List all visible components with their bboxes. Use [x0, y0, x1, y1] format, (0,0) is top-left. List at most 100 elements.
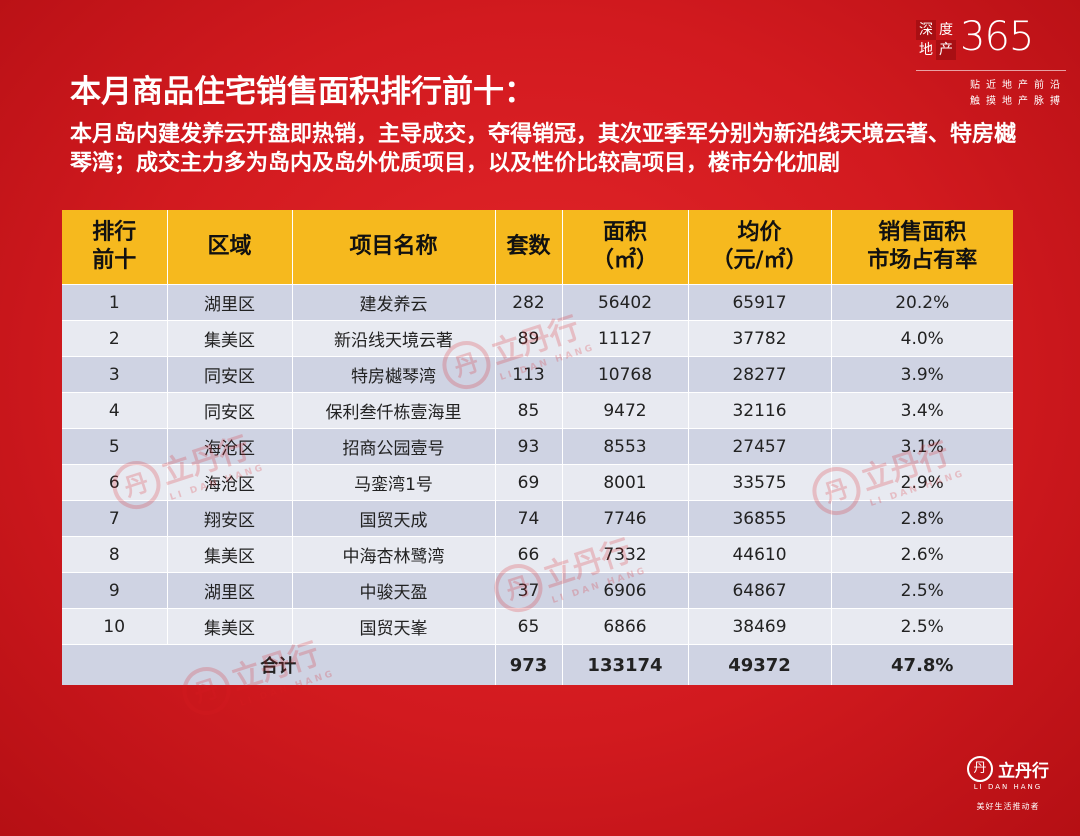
cell-price: 65917 [688, 284, 832, 321]
cell-size: 8553 [562, 428, 689, 465]
table-row: 5 海沧区 招商公园壹号 93 8553 27457 3.1% [62, 428, 1013, 465]
page-title: 本月商品住宅销售面积排行前十： [70, 74, 535, 110]
cell-size: 10768 [562, 356, 689, 393]
total-label: 合计 [62, 644, 496, 685]
logo-tagline-2: 触摸地产脉搏 [970, 96, 1066, 107]
footer-logo-name: 立丹行 [998, 761, 1050, 782]
header-area: 区域 [167, 210, 293, 285]
cell-project: 招商公园壹号 [292, 428, 496, 465]
cell-area: 集美区 [167, 608, 293, 645]
cell-rank: 6 [62, 464, 168, 501]
cell-rank: 5 [62, 428, 168, 465]
total-size: 133174 [562, 644, 689, 685]
cell-area: 海沧区 [167, 428, 293, 465]
cell-size: 11127 [562, 320, 689, 357]
cell-price: 64867 [688, 572, 832, 609]
cell-area: 集美区 [167, 320, 293, 357]
header-rank: 排行 前十 [62, 210, 168, 285]
cell-size: 7332 [562, 536, 689, 573]
header-units: 套数 [495, 210, 563, 285]
logo-char: 产 [936, 40, 956, 60]
ranking-table: 排行 前十 区域 项目名称 套数 面积 （㎡） 均价 （元/㎡） 销售面积 市场占有率 … [62, 210, 1013, 685]
cell-area: 同安区 [167, 356, 293, 393]
cell-price: 36855 [688, 500, 832, 537]
cell-area: 海沧区 [167, 464, 293, 501]
cell-project: 建发养云 [292, 284, 496, 321]
cell-units: 113 [495, 356, 563, 393]
table-header-row: 排行 前十 区域 项目名称 套数 面积 （㎡） 均价 （元/㎡） 销售面积 市场占有率 [62, 210, 1013, 285]
cell-project: 国贸天成 [292, 500, 496, 537]
cell-project: 国贸天峯 [292, 608, 496, 645]
logo-char: 地 [919, 42, 933, 58]
cell-price: 44610 [688, 536, 832, 573]
cell-price: 37782 [688, 320, 832, 357]
footer-logo-slogan: 美好生活推动者 [976, 802, 1040, 811]
cell-units: 93 [495, 428, 563, 465]
logo-divider [916, 70, 1066, 71]
cell-rank: 10 [62, 608, 168, 645]
total-share: 47.8% [831, 644, 1013, 685]
cell-units: 74 [495, 500, 563, 537]
cell-price: 27457 [688, 428, 832, 465]
footer-logo-en: LI DAN HANG [973, 783, 1043, 791]
cell-share: 2.8% [831, 500, 1013, 537]
cell-size: 6866 [562, 608, 689, 645]
logo-cn-block: 深度 地产 [916, 20, 960, 64]
cell-project: 保利叁仟栋壹海里 [292, 392, 496, 429]
cell-share: 2.5% [831, 572, 1013, 609]
cell-rank: 4 [62, 392, 168, 429]
cell-rank: 7 [62, 500, 168, 537]
cell-size: 56402 [562, 284, 689, 321]
cell-area: 湖里区 [167, 572, 293, 609]
cell-units: 69 [495, 464, 563, 501]
table-row: 9 湖里区 中骏天盈 37 6906 64867 2.5% [62, 572, 1013, 609]
cell-units: 282 [495, 284, 563, 321]
table-row: 6 海沧区 马銮湾1号 69 8001 33575 2.9% [62, 464, 1013, 501]
table-row: 10 集美区 国贸天峯 65 6866 38469 2.5% [62, 608, 1013, 645]
cell-area: 集美区 [167, 536, 293, 573]
cell-project: 中骏天盈 [292, 572, 496, 609]
cell-rank: 1 [62, 284, 168, 321]
table-row: 8 集美区 中海杏林鹭湾 66 7332 44610 2.6% [62, 536, 1013, 573]
header-price: 均价 （元/㎡） [688, 210, 832, 285]
table-row: 4 同安区 保利叁仟栋壹海里 85 9472 32116 3.4% [62, 392, 1013, 429]
cell-share: 2.6% [831, 536, 1013, 573]
cell-rank: 9 [62, 572, 168, 609]
total-price: 49372 [688, 644, 832, 685]
table-row: 1 湖里区 建发养云 282 56402 65917 20.2% [62, 284, 1013, 321]
cell-price: 28277 [688, 356, 832, 393]
table-total-row: 合计 973 133174 49372 47.8% [62, 644, 1013, 685]
cell-size: 6906 [562, 572, 689, 609]
cell-project: 特房樾琴湾 [292, 356, 496, 393]
header-size: 面积 （㎡） [562, 210, 689, 285]
logo-number: 365 [960, 14, 1034, 60]
logo-tagline-1: 贴近地产前沿 [970, 80, 1066, 91]
table-row: 2 集美区 新沿线天境云著 89 11127 37782 4.0% [62, 320, 1013, 357]
cell-share: 20.2% [831, 284, 1013, 321]
header-share: 销售面积 市场占有率 [831, 210, 1013, 285]
table-row: 7 翔安区 国贸天成 74 7746 36855 2.8% [62, 500, 1013, 537]
cell-size: 7746 [562, 500, 689, 537]
cell-price: 38469 [688, 608, 832, 645]
table-row: 3 同安区 特房樾琴湾 113 10768 28277 3.9% [62, 356, 1013, 393]
footer-logo-mark-icon: 丹 [966, 756, 993, 782]
cell-units: 66 [495, 536, 563, 573]
cell-rank: 3 [62, 356, 168, 393]
cell-price: 33575 [688, 464, 832, 501]
cell-rank: 8 [62, 536, 168, 573]
cell-units: 37 [495, 572, 563, 609]
cell-area: 翔安区 [167, 500, 293, 537]
cell-share: 3.1% [831, 428, 1013, 465]
cell-units: 65 [495, 608, 563, 645]
logo-char: 度 [939, 22, 953, 38]
cell-share: 2.9% [831, 464, 1013, 501]
total-units: 973 [495, 644, 563, 685]
cell-share: 3.9% [831, 356, 1013, 393]
cell-size: 9472 [562, 392, 689, 429]
cell-area: 同安区 [167, 392, 293, 429]
cell-rank: 2 [62, 320, 168, 357]
cell-size: 8001 [562, 464, 689, 501]
cell-share: 2.5% [831, 608, 1013, 645]
header-project: 项目名称 [292, 210, 496, 285]
cell-units: 89 [495, 320, 563, 357]
